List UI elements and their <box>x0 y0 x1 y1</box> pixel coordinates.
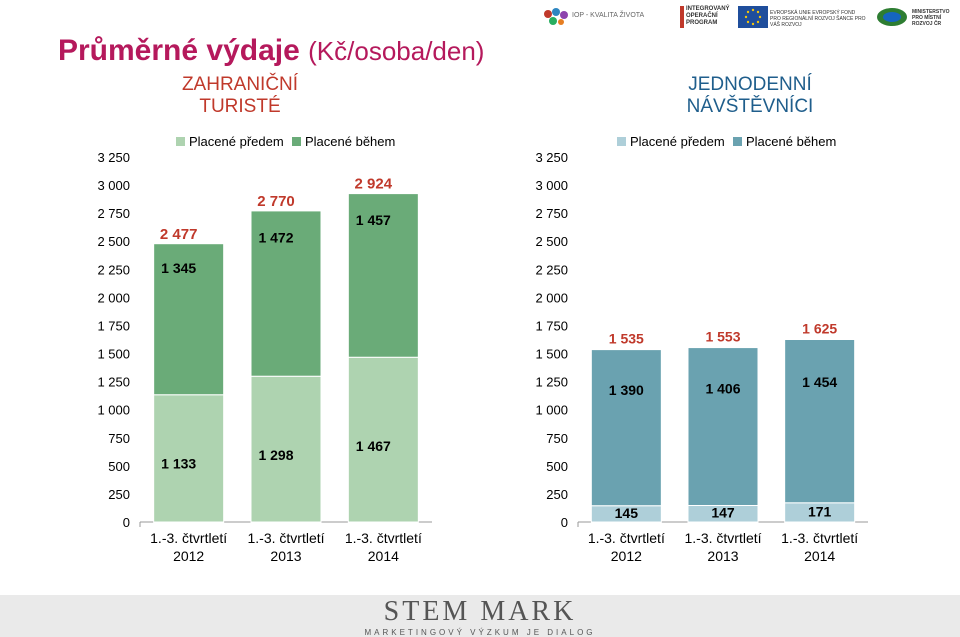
right-ytick-label: 750 <box>546 431 568 446</box>
left-ytick-label: 1 250 <box>97 375 130 390</box>
right-total-label: 1 553 <box>705 329 740 345</box>
right-ytick-label: 250 <box>546 487 568 502</box>
left-category-label: 2013 <box>270 548 301 564</box>
right-ytick-label: 2 750 <box>535 206 568 221</box>
left-bar-value-label: 1 345 <box>161 260 196 276</box>
footer-brand: STEM MARK <box>383 596 577 627</box>
left-ytick-label: 1 000 <box>97 403 130 418</box>
right-bar-value-label: 1 390 <box>609 382 644 398</box>
right-category-label: 1.-3. čtvrtletí <box>781 530 858 546</box>
left-category-label: 2014 <box>368 548 399 564</box>
left-bar-before <box>250 375 322 523</box>
left-bar-during <box>347 193 419 358</box>
left-category-label: 1.-3. čtvrtletí <box>247 530 324 546</box>
right-bar-value-label: 1 406 <box>705 381 740 397</box>
footer-tagline: MARKETINGOVÝ VÝZKUM JE DIALOG <box>364 628 596 637</box>
footer-band <box>0 595 960 637</box>
left-ytick-label: 2 500 <box>97 234 130 249</box>
left-ytick-label: 2 000 <box>97 290 130 305</box>
page-title-main: Průměrné výdaje <box>58 34 300 67</box>
integrovany-program-logo: INTEGROVANÝ OPERAČNÍ PROGRAM <box>680 6 730 28</box>
left-total-label: 2 477 <box>160 226 198 243</box>
left-ytick-label: 750 <box>108 431 130 446</box>
footer-logo: STEM MARK MARKETINGOVÝ VÝZKUM JE DIALOG <box>0 596 960 637</box>
left-ytick-label: 2 750 <box>97 206 130 221</box>
right-ytick-label: 1 500 <box>535 347 568 362</box>
right-category-label: 2012 <box>611 548 642 564</box>
left-bar-value-label: 1 472 <box>258 229 293 245</box>
left-ytick-label: 0 <box>123 515 130 530</box>
right-total-label: 1 625 <box>802 321 837 337</box>
left-legend-label: Placené předem <box>189 134 284 149</box>
right-ytick-label: 3 250 <box>535 150 568 165</box>
right-ytick-label: 2 250 <box>535 262 568 277</box>
right-ytick-label: 1 000 <box>535 403 568 418</box>
right-ytick-label: 3 000 <box>535 178 568 193</box>
ministry-emblem-icon <box>874 6 910 28</box>
page-title-unit: (Kč/osoba/den) <box>308 36 485 66</box>
left-bar-value-label: 1 133 <box>161 455 196 471</box>
left-ytick-label: 3 250 <box>97 150 130 165</box>
right-chart-title: JEDNODENNÍ NÁVŠTĚVNÍCI <box>686 74 814 117</box>
eu-flag-icon <box>738 6 768 28</box>
left-chart-title: ZAHRANIČNÍ TURISTÉ <box>181 74 299 117</box>
right-chart: 0 250 500 750 1 000 1 250 1 500 1 750 2 000 2 250… <box>535 134 868 564</box>
left-ytick-label: 1 500 <box>97 347 130 362</box>
charts-canvas: 0 250 500 750 1 000 1 250 1 500 1 750 2 000 2 250… <box>97 134 868 564</box>
left-total-label: 2 924 <box>355 176 393 193</box>
left-legend-swatch <box>176 137 185 146</box>
right-ytick-label: 1 250 <box>535 375 568 390</box>
ministry-logo-text: MINISTERSTVO PRO MÍSTNÍ ROZVOJ ČR <box>912 9 950 27</box>
left-ytick-label: 500 <box>108 459 130 474</box>
right-ytick-label: 2 500 <box>535 234 568 249</box>
left-bar-during <box>250 210 322 377</box>
left-bar-value-label: 1 457 <box>356 212 391 228</box>
right-ytick-label: 1 750 <box>535 318 568 333</box>
left-category-label: 2012 <box>173 548 204 564</box>
right-bar-value-label: 1 454 <box>802 374 837 390</box>
left-legend-swatch <box>292 137 301 146</box>
right-legend-label: Placené předem <box>630 134 725 149</box>
right-bar-value-label: 147 <box>711 505 735 521</box>
right-bar-value-label: 171 <box>808 503 832 519</box>
right-category-label: 1.-3. čtvrtletí <box>588 530 665 546</box>
eu-logo-text: EVROPSKÁ UNIE EVROPSKÝ FOND PRO REGIONÁL… <box>770 10 866 28</box>
right-legend-swatch <box>733 137 742 146</box>
right-category-label: 2013 <box>707 548 738 564</box>
right-category-label: 1.-3. čtvrtletí <box>684 530 761 546</box>
left-chart: 0 250 500 750 1 000 1 250 1 500 1 750 2 000 2 250… <box>97 134 432 564</box>
right-bar-during <box>687 347 759 506</box>
left-bar-during <box>153 243 225 396</box>
right-bar-during <box>590 349 662 507</box>
right-bar-value-label: 145 <box>615 505 639 521</box>
left-ytick-label: 2 250 <box>97 262 130 277</box>
right-legend-swatch <box>617 137 626 146</box>
left-legend-label: Placené během <box>305 134 395 149</box>
left-bar-value-label: 1 298 <box>258 447 293 463</box>
left-total-label: 2 770 <box>257 193 295 210</box>
left-bar-before <box>347 356 419 523</box>
left-ytick-label: 1 750 <box>97 318 130 333</box>
right-bar-during <box>784 339 856 504</box>
iop-logo-icon <box>542 6 570 28</box>
left-bar-before <box>153 394 225 523</box>
right-legend-label: Placené během <box>746 134 836 149</box>
left-bar-value-label: 1 467 <box>356 438 391 454</box>
right-total-label: 1 535 <box>609 331 644 347</box>
right-category-label: 2014 <box>804 548 835 564</box>
right-ytick-label: 500 <box>546 459 568 474</box>
right-ytick-label: 0 <box>561 515 568 530</box>
left-category-label: 1.-3. čtvrtletí <box>345 530 422 546</box>
left-category-label: 1.-3. čtvrtletí <box>150 530 227 546</box>
iop-logo-text: IOP - KVALITA ŽIVOTA <box>572 12 645 19</box>
partner-logos: IOP - KVALITA ŽIVOTA INTEGROVANÝ OPERAČN… <box>540 0 960 34</box>
page-title: Průměrné výdaje (Kč/osoba/den) <box>58 34 484 68</box>
left-ytick-label: 250 <box>108 487 130 502</box>
right-ytick-label: 2 000 <box>535 290 568 305</box>
left-ytick-label: 3 000 <box>97 178 130 193</box>
